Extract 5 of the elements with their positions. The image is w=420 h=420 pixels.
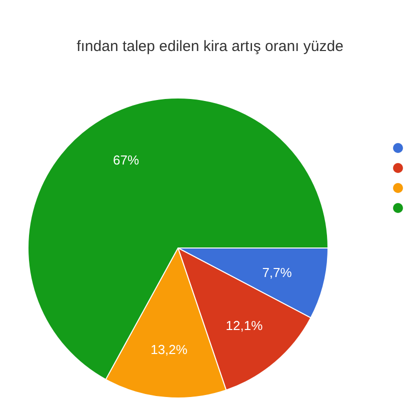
data-label: 67% [113,152,140,168]
data-label: 13,2% [150,342,188,358]
chart-title: fından talep edilen kira artış oranı yüzde [76,38,344,55]
data-label: 7,7% [262,264,292,280]
data-label: 12,1% [226,318,264,334]
